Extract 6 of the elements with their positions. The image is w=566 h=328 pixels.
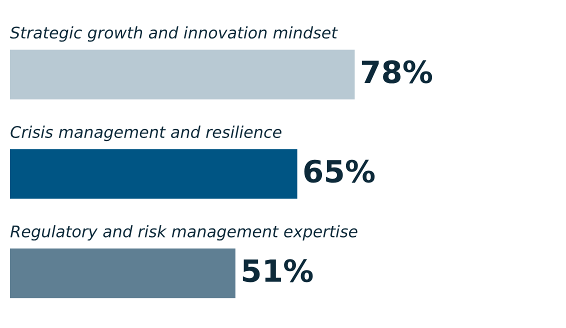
data-label: 51% bbox=[242, 259, 313, 282]
y-tick-label: Strategic growth and innovation mindset bbox=[10, 26, 338, 42]
y-tick-label: Crisis management and resilience bbox=[10, 126, 282, 142]
data-label: 78% bbox=[362, 60, 432, 84]
y-tick-label: Regulatory and risk management expertise bbox=[10, 225, 358, 241]
data-label: 65% bbox=[304, 160, 375, 183]
